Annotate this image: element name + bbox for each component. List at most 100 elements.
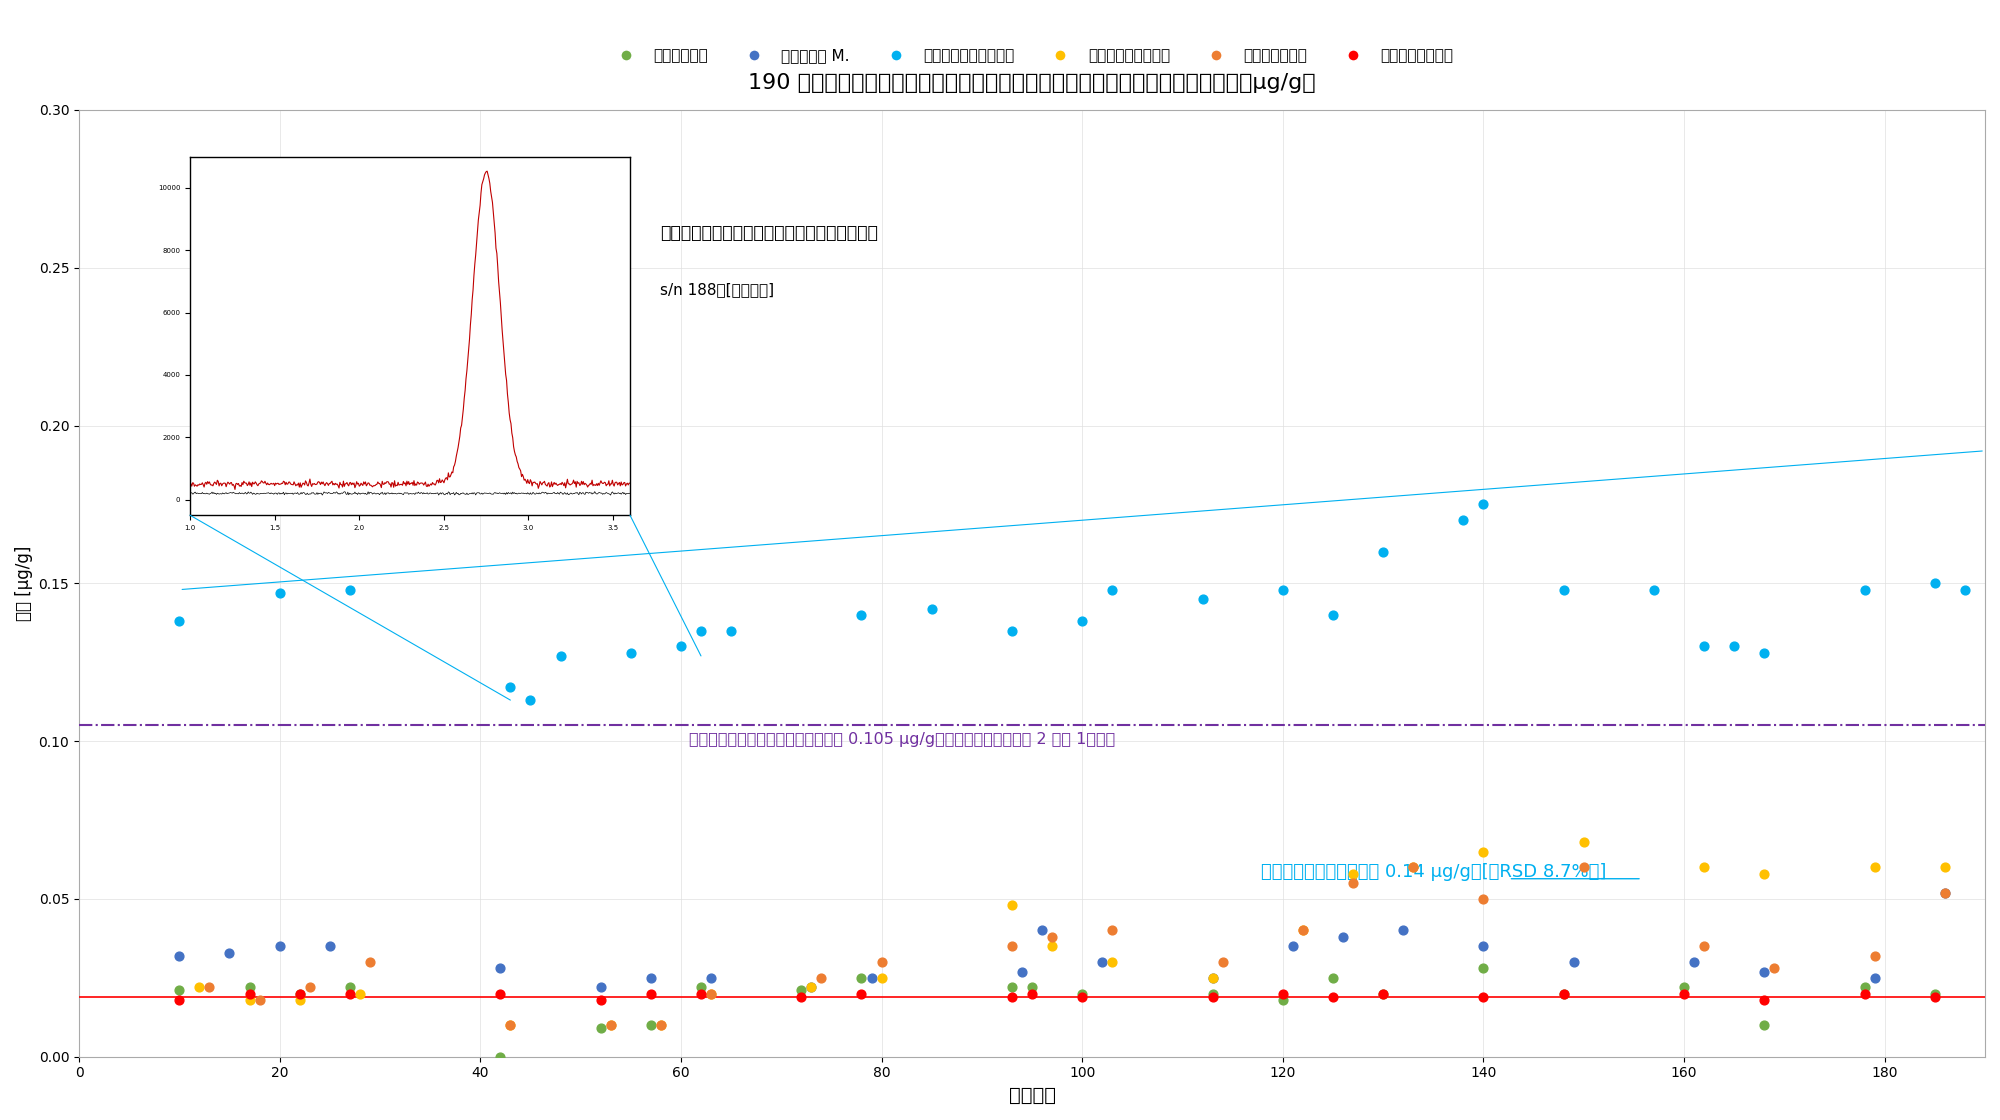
炭酸カルシウム bbox=[1286, 922, 1318, 940]
プロセスブランク bbox=[1316, 988, 1348, 1006]
プロセスブランク bbox=[284, 984, 316, 1002]
トウモロコシデンプン bbox=[996, 622, 1028, 640]
ソルビトール bbox=[484, 1048, 516, 1066]
マルトデキストリン bbox=[1468, 842, 1500, 860]
マルトデキストリン bbox=[696, 984, 728, 1002]
マルトデキストリン bbox=[1858, 858, 1890, 876]
トウモロコシデンプン bbox=[684, 622, 716, 640]
ソルビトール bbox=[846, 969, 878, 987]
マルトデキストリン bbox=[234, 991, 266, 1009]
プロセスブランク bbox=[484, 984, 516, 1002]
炭酸カルシウム bbox=[1338, 875, 1370, 893]
炭酸カルシウム bbox=[1568, 858, 1600, 876]
Text: トウモロコシデンプン： 0.14 µg/g　[　RSD 8.7%　]: トウモロコシデンプン： 0.14 µg/g [ RSD 8.7% ] bbox=[1260, 864, 1606, 881]
トウモロコシデンプン bbox=[916, 599, 948, 617]
トウモロコシデンプン bbox=[1848, 580, 1880, 598]
プロセスブランク bbox=[634, 984, 666, 1002]
トウモロコシデンプン bbox=[1718, 637, 1750, 655]
プロセスブランク bbox=[1016, 984, 1048, 1002]
トウモロコシデンプン bbox=[1948, 580, 1980, 598]
トウモロコシデンプン bbox=[664, 637, 696, 655]
トウモロコシデンプン bbox=[716, 622, 748, 640]
ソルビトール bbox=[684, 979, 716, 997]
マルトデキストリン bbox=[1688, 858, 1720, 876]
ラクトース M. bbox=[584, 979, 616, 997]
トウモロコシデンプン bbox=[1186, 590, 1218, 608]
Text: スパイクなしのトウモロコシデンプンサンプル: スパイクなしのトウモロコシデンプンサンプル bbox=[660, 224, 878, 242]
トウモロコシデンプン bbox=[1548, 580, 1580, 598]
Title: 190 時間のサンプルバッチにわたるスパイクなしの賦形剤中の亜硝酸塩濃度　［µg/g］: 190 時間のサンプルバッチにわたるスパイクなしの賦形剤中の亜硝酸塩濃度 ［µg… bbox=[748, 73, 1316, 93]
マルトデキストリン bbox=[494, 1016, 526, 1034]
マルトデキストリン bbox=[1928, 858, 1960, 876]
ラクトース M. bbox=[314, 937, 346, 955]
プロセスブランク bbox=[1266, 984, 1298, 1002]
トウモロコシデンプン bbox=[544, 647, 576, 665]
プロセスブランク bbox=[684, 984, 716, 1002]
ソルビトール bbox=[1748, 1016, 1780, 1034]
ラクトース M. bbox=[1388, 922, 1420, 940]
炭酸カルシウム bbox=[696, 984, 728, 1002]
ソルビトール bbox=[1368, 984, 1400, 1002]
トウモロコシデンプン bbox=[614, 644, 646, 662]
マルトデキストリン bbox=[1338, 865, 1370, 883]
マルトデキストリン bbox=[594, 1016, 626, 1034]
ラクトース M. bbox=[264, 937, 296, 955]
ソルビトール bbox=[786, 981, 818, 999]
プロセスブランク bbox=[1468, 988, 1500, 1006]
マルトデキストリン bbox=[344, 984, 376, 1002]
ラクトース M. bbox=[164, 946, 196, 964]
炭酸カルシウム bbox=[806, 969, 838, 987]
ソルビトール bbox=[1548, 984, 1580, 1002]
トウモロコシデンプン bbox=[1266, 580, 1298, 598]
炭酸カルシウム bbox=[244, 991, 276, 1009]
プロセスブランク bbox=[786, 988, 818, 1006]
Text: s/n 188　[ピーク間]: s/n 188 [ピーク間] bbox=[660, 282, 774, 297]
炭酸カルシウム bbox=[1928, 884, 1960, 902]
トウモロコシデンプン bbox=[1468, 495, 1500, 513]
炭酸カルシウム bbox=[594, 1016, 626, 1034]
炭酸カルシウム bbox=[866, 953, 898, 971]
ソルビトール bbox=[1266, 991, 1298, 1009]
炭酸カルシウム bbox=[1688, 937, 1720, 955]
ラクトース M. bbox=[796, 979, 828, 997]
ソルビトール bbox=[1316, 969, 1348, 987]
マルトデキストリン bbox=[1748, 865, 1780, 883]
トウモロコシデンプン bbox=[1316, 606, 1348, 624]
プロセスブランク bbox=[1848, 984, 1880, 1002]
トウモロコシデンプン bbox=[1096, 580, 1128, 598]
ラクトース M. bbox=[1326, 927, 1358, 945]
ラクトース M. bbox=[1276, 937, 1308, 955]
ソルビトール bbox=[1668, 979, 1700, 997]
炭酸カルシウム bbox=[1398, 858, 1430, 876]
ソルビトール bbox=[1066, 984, 1098, 1002]
ソルビトール bbox=[996, 979, 1028, 997]
ラクトース M. bbox=[1086, 953, 1118, 971]
プロセスブランク bbox=[1748, 991, 1780, 1009]
Legend: ソルビトール, ラクトース M., トウモロコシデンプン, マルトデキストリン, 炭酸カルシウム, プロセスブランク: ソルビトール, ラクトース M., トウモロコシデンプン, マルトデキストリン,… bbox=[604, 41, 1460, 69]
ソルビトール bbox=[334, 979, 366, 997]
炭酸カルシウム bbox=[1758, 960, 1790, 978]
プロセスブランク bbox=[1196, 988, 1228, 1006]
ソルビトール bbox=[1918, 984, 1950, 1002]
炭酸カルシウム bbox=[294, 979, 326, 997]
ソルビトール bbox=[1016, 979, 1048, 997]
炭酸カルシウム bbox=[1206, 953, 1238, 971]
ラクトース M. bbox=[1858, 969, 1890, 987]
ソルビトール bbox=[1848, 979, 1880, 997]
ラクトース M. bbox=[1196, 969, 1228, 987]
炭酸カルシウム bbox=[996, 937, 1028, 955]
トウモロコシデンプン bbox=[334, 580, 366, 598]
マルトデキストリン bbox=[866, 969, 898, 987]
マルトデキストリン bbox=[1286, 922, 1318, 940]
プロセスブランク bbox=[234, 984, 266, 1002]
ラクトース M. bbox=[634, 969, 666, 987]
炭酸カルシウム bbox=[1468, 890, 1500, 908]
炭酸カルシウム bbox=[354, 953, 386, 971]
マルトデキストリン bbox=[796, 979, 828, 997]
マルトデキストリン bbox=[1398, 858, 1430, 876]
ソルビトール bbox=[1468, 960, 1500, 978]
ラクトース M. bbox=[484, 960, 516, 978]
Text: トウモロコシデンプンの報告しき値 0.105 µg/g（報告された平均値の 2 分の 1）の例: トウモロコシデンプンの報告しき値 0.105 µg/g（報告された平均値の 2 … bbox=[688, 732, 1116, 747]
プロセスブランク bbox=[1918, 988, 1950, 1006]
プロセスブランク bbox=[996, 988, 1028, 1006]
